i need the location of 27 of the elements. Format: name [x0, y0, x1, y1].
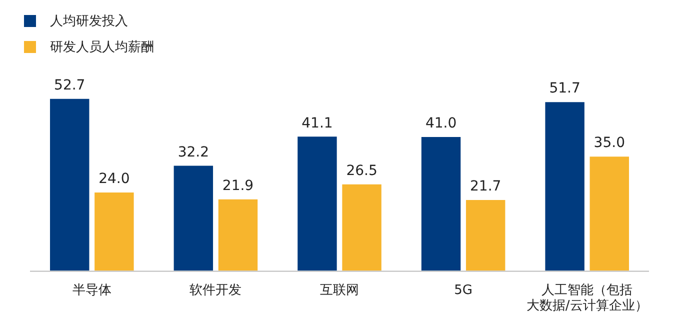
- x-tick-label: 半导体: [72, 282, 112, 298]
- x-tick-label: 5G: [454, 282, 472, 298]
- bar: [545, 102, 584, 271]
- bar: [218, 199, 258, 271]
- bar: [590, 156, 629, 271]
- x-tick-label: 互联网: [320, 282, 359, 298]
- data-label: 21.7: [470, 178, 502, 195]
- legend-label: 研发人员人均薪酬: [50, 39, 154, 56]
- data-label: 51.7: [549, 80, 580, 97]
- bar: [174, 166, 214, 271]
- bar: [466, 200, 506, 271]
- x-tick-label: 人工智能（包括大数据/云计算企业）: [526, 282, 648, 314]
- bar: [421, 137, 461, 271]
- data-label: 35.0: [594, 135, 625, 152]
- data-label: 21.9: [222, 178, 254, 194]
- legend-label: 人均研发投入: [50, 13, 128, 30]
- x-tick-label: 软件开发: [190, 282, 242, 298]
- bar: [342, 184, 382, 271]
- data-label: 26.5: [346, 162, 378, 179]
- bar: [298, 136, 337, 271]
- data-label: 32.2: [178, 144, 209, 160]
- bar: [94, 192, 134, 271]
- data-label: 24.0: [98, 171, 130, 188]
- bar: [50, 98, 90, 271]
- data-label: 41.0: [425, 116, 457, 132]
- data-label: 52.7: [54, 77, 86, 94]
- data-label: 41.1: [302, 115, 333, 132]
